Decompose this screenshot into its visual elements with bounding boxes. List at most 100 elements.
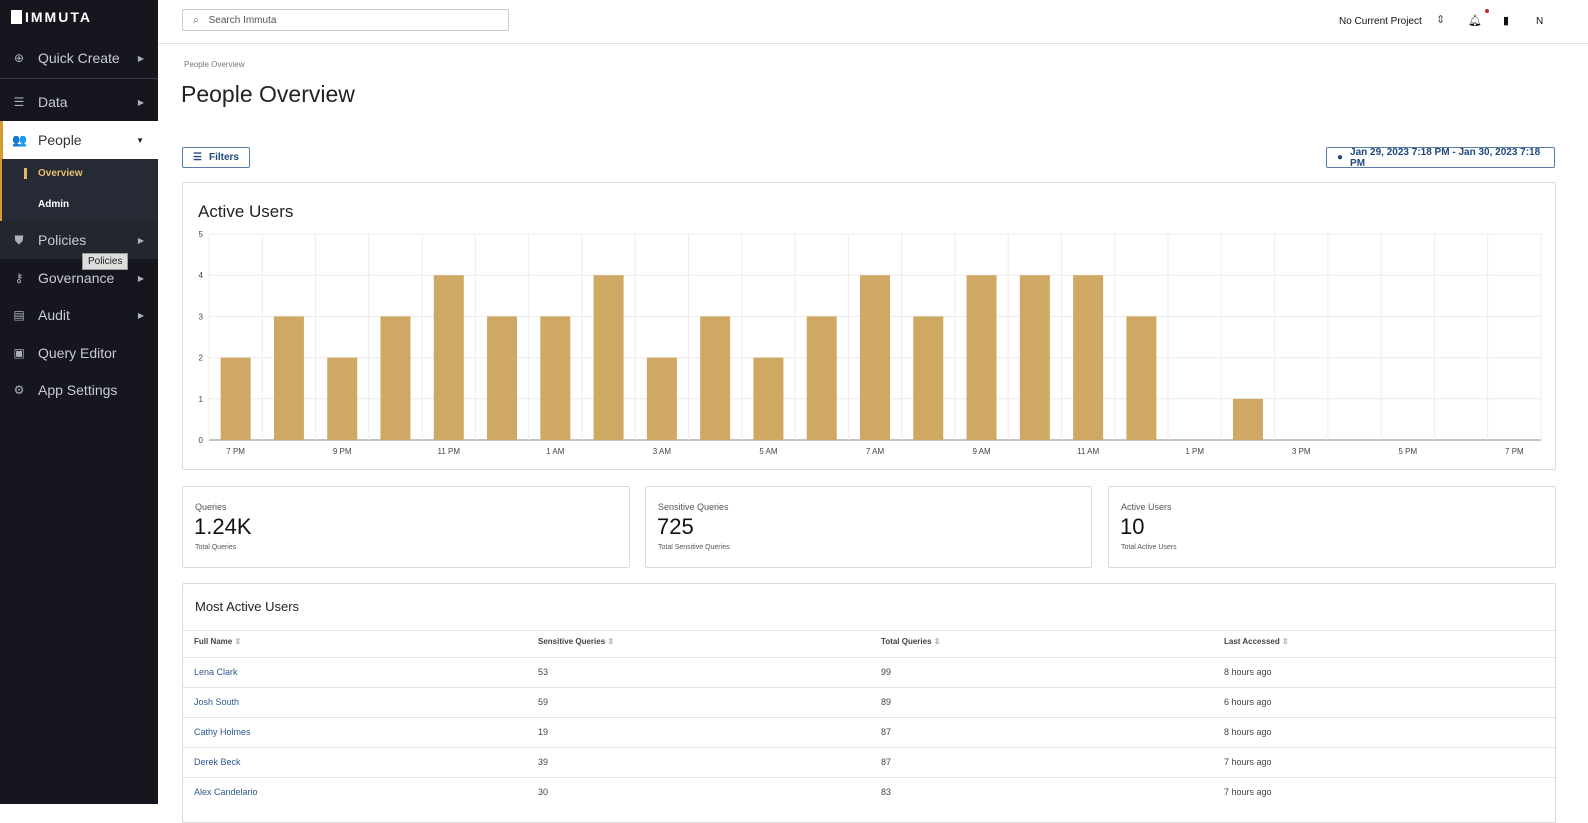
user-name-link[interactable]: Lena Clark bbox=[194, 667, 238, 677]
bar bbox=[860, 275, 890, 440]
bar bbox=[1019, 275, 1050, 440]
sidebar-item-data[interactable]: ☰ Data ▶ bbox=[0, 83, 158, 121]
date-range-button[interactable]: ● Jan 29, 2023 7:18 PM - Jan 30, 2023 7:1… bbox=[1326, 147, 1555, 169]
last-accessed-cell: 6 hours ago bbox=[1224, 697, 1272, 707]
breadcrumb[interactable]: People Overview bbox=[184, 60, 245, 69]
divider bbox=[0, 78, 158, 79]
filters-label: Filters bbox=[208, 152, 239, 163]
bar bbox=[753, 357, 784, 440]
sidebar-item-policies[interactable]: ⛊ Policies ▶ bbox=[0, 221, 158, 259]
database-icon: ☰ bbox=[13, 95, 25, 109]
most-active-users-table: Most Active Users Full Name ⇳ Sensitive … bbox=[182, 583, 1556, 823]
caret-right-icon: ▶ bbox=[137, 235, 144, 245]
search-icon: ⌕ bbox=[193, 14, 199, 26]
user-avatar[interactable]: N bbox=[1536, 16, 1544, 27]
search-input[interactable]: ⌕ Search Immuta bbox=[182, 9, 509, 31]
device-icon[interactable]: ▮ bbox=[1503, 15, 1510, 27]
nav-label: People bbox=[38, 132, 82, 148]
people-icon: 👥 bbox=[12, 133, 27, 147]
caret-right-icon: ▶ bbox=[137, 53, 144, 63]
stat-card-queries: Queries 1.24K Total Queries bbox=[182, 486, 630, 568]
bar bbox=[1073, 275, 1104, 440]
last-accessed-cell: 8 hours ago bbox=[1224, 727, 1272, 737]
x-tick-label: 11 AM bbox=[1077, 447, 1099, 456]
stat-sublabel: Total Active Users bbox=[1121, 544, 1177, 551]
sidebar-item-quick-create[interactable]: ⊕ Quick Create ▶ bbox=[0, 39, 158, 77]
sidebar-item-people[interactable]: 👥 People ▼ bbox=[0, 121, 158, 159]
column-header-sensitive-queries[interactable]: Sensitive Queries ⇳ bbox=[538, 637, 615, 646]
x-tick-label: 5 PM bbox=[1398, 447, 1417, 456]
user-name-link[interactable]: Alex Candelario bbox=[194, 787, 258, 797]
notification-dot bbox=[1485, 9, 1489, 13]
x-tick-label: 9 AM bbox=[972, 447, 991, 456]
submenu-admin[interactable]: Admin bbox=[38, 199, 70, 210]
gear-icon: ⚙ bbox=[13, 383, 25, 397]
total-queries-cell: 87 bbox=[881, 727, 892, 737]
last-accessed-cell: 7 hours ago bbox=[1224, 787, 1272, 797]
bar bbox=[380, 316, 411, 440]
bar bbox=[273, 316, 304, 440]
caret-right-icon: ▶ bbox=[137, 310, 144, 320]
x-tick-label: 3 AM bbox=[653, 447, 672, 456]
chevron-updown-icon[interactable]: ⇕ bbox=[1436, 14, 1446, 26]
top-bar: ⌕ Search Immuta No Current Project ⇕ 🔔︎ ▮… bbox=[158, 0, 1588, 44]
bar bbox=[1232, 398, 1263, 440]
bar bbox=[433, 275, 464, 440]
user-name-link[interactable]: Cathy Holmes bbox=[194, 727, 251, 737]
column-header-full-name[interactable]: Full Name ⇳ bbox=[194, 637, 242, 646]
sidebar: IMMUTA ⊕ Quick Create ▶ ☰ Data ▶ 👥 People ▼ Ov… bbox=[0, 0, 158, 804]
sidebar-item-app-settings[interactable]: ⚙ App Settings bbox=[0, 371, 158, 409]
brand-text: IMMUTA bbox=[25, 9, 92, 25]
y-tick-label: 0 bbox=[199, 436, 204, 445]
audit-icon: ▤ bbox=[13, 308, 25, 322]
sidebar-item-governance[interactable]: ⚷ Governance ▶ bbox=[0, 259, 158, 297]
immuta-logo[interactable]: IMMUTA bbox=[11, 9, 92, 25]
active-indicator bbox=[24, 168, 27, 179]
filters-button[interactable]: ☰ Filters bbox=[182, 147, 250, 168]
sort-icon: ⇳ bbox=[933, 637, 941, 646]
sidebar-item-audit[interactable]: ▤ Audit ▶ bbox=[0, 296, 158, 334]
bar bbox=[540, 316, 571, 440]
shield-icon: ⛊ bbox=[14, 232, 24, 247]
bar bbox=[220, 357, 251, 440]
column-header-total-queries[interactable]: Total Queries ⇳ bbox=[881, 637, 941, 646]
filter-icon: ☰ bbox=[193, 152, 202, 163]
bell-icon[interactable]: 🔔︎ bbox=[1468, 15, 1482, 27]
terminal-icon: ▣ bbox=[13, 346, 25, 360]
bar bbox=[327, 357, 358, 440]
divider bbox=[183, 630, 1555, 631]
active-users-chart-card: Active Users 0 1 2 3 4 5 7 PM 9 PM 11 PM 1 AM 3 AM… bbox=[182, 182, 1556, 470]
nav-label: Audit bbox=[38, 307, 70, 323]
user-name-link[interactable]: Josh South bbox=[194, 697, 240, 707]
x-tick-label: 1 PM bbox=[1185, 447, 1204, 456]
y-tick-label: 1 bbox=[199, 395, 204, 404]
total-queries-cell: 89 bbox=[881, 697, 892, 707]
table-row[interactable]: Derek Beck 39 87 7 hours ago bbox=[183, 747, 1555, 777]
stat-sublabel: Total Queries bbox=[195, 544, 237, 551]
bar bbox=[646, 357, 677, 440]
caret-down-icon: ▼ bbox=[136, 135, 144, 145]
column-header-last-accessed[interactable]: Last Accessed ⇳ bbox=[1224, 637, 1289, 646]
nav-label: Data bbox=[38, 94, 68, 110]
active-users-chart: 0 1 2 3 4 5 7 PM 9 PM 11 PM 1 AM 3 AM 5 AM 7 AM 9 AM 1… bbox=[199, 230, 1542, 456]
project-selector[interactable]: No Current Project bbox=[1339, 16, 1422, 27]
table-row[interactable]: Josh South 59 89 6 hours ago bbox=[183, 687, 1555, 717]
bar bbox=[700, 316, 731, 440]
table-row[interactable]: Cathy Holmes 19 87 8 hours ago bbox=[183, 717, 1555, 747]
chart-title: Active Users bbox=[198, 202, 294, 221]
stat-label: Sensitive Queries bbox=[658, 502, 729, 512]
y-tick-label: 2 bbox=[199, 354, 204, 363]
table-row[interactable]: Alex Candelario 30 83 7 hours ago bbox=[183, 777, 1555, 807]
stat-label: Active Users bbox=[1121, 502, 1172, 512]
stat-card-sensitive-queries: Sensitive Queries 725 Total Sensitive Qu… bbox=[645, 486, 1092, 568]
bar bbox=[966, 275, 997, 440]
nav-label: Policies bbox=[38, 232, 87, 248]
sidebar-item-query-editor[interactable]: ▣ Query Editor bbox=[0, 334, 158, 372]
submenu-overview[interactable]: Overview bbox=[38, 168, 83, 179]
sort-icon: ⇳ bbox=[607, 637, 615, 646]
bar bbox=[487, 316, 518, 440]
last-accessed-cell: 8 hours ago bbox=[1224, 667, 1272, 677]
user-name-link[interactable]: Derek Beck bbox=[194, 757, 241, 767]
last-accessed-cell: 7 hours ago bbox=[1224, 757, 1272, 767]
table-row[interactable]: Lena Clark 53 99 8 hours ago bbox=[183, 657, 1555, 687]
